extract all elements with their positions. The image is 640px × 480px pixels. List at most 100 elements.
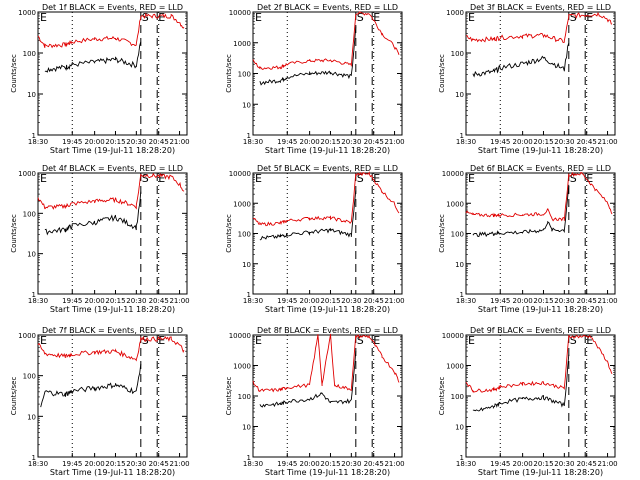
x-tick-label: 20:30 <box>126 138 146 146</box>
x-tick-label: 20:30 <box>126 297 146 305</box>
x-tick-label: 20:45 <box>364 297 384 305</box>
event-marker-label: E <box>255 11 262 24</box>
x-tick-label: 20:00 <box>85 297 105 305</box>
panel-6: Det 6f BLACK = Events, RED = LLDCounts/s… <box>438 164 618 314</box>
plot-frame <box>38 12 187 135</box>
event-marker-label: E <box>468 11 475 24</box>
events-series-line <box>260 190 356 240</box>
x-tick-label: 19:45 <box>62 460 82 468</box>
y-tick-label: 100 <box>238 393 251 401</box>
y-tick-label: 100 <box>238 231 251 239</box>
x-axis-label: Start Time (19-Jul-11 18:28:20) <box>50 468 175 477</box>
x-tick-label: 20:00 <box>513 138 533 146</box>
x-tick-label: 20:15 <box>320 297 340 305</box>
x-axis-label: Start Time (19-Jul-11 18:28:20) <box>478 146 603 155</box>
x-axis-label: Start Time (19-Jul-11 18:28:20) <box>478 305 603 314</box>
y-tick-label: 1000 <box>446 363 464 371</box>
x-tick-label: 19:45 <box>277 297 297 305</box>
x-axis-label: Start Time (19-Jul-11 18:28:20) <box>50 305 175 314</box>
event-marker-label: E <box>586 11 593 24</box>
x-tick-label: 18:30 <box>28 460 48 468</box>
plot-frame <box>466 173 615 294</box>
x-tick-label: 20:15 <box>533 460 553 468</box>
event-marker-label: E <box>40 11 47 24</box>
y-tick-label: 10 <box>27 91 36 99</box>
x-axis-label: Start Time (19-Jul-11 18:28:20) <box>265 305 390 314</box>
events-series-line <box>473 43 569 76</box>
x-tick-label: 20:45 <box>149 138 169 146</box>
x-tick-label: 20:00 <box>85 138 105 146</box>
x-tick-label: 21:00 <box>597 460 617 468</box>
y-tick-label: 10 <box>27 413 36 421</box>
x-tick-label: 21:00 <box>597 297 617 305</box>
event-marker-label: E <box>255 334 262 347</box>
detector-chart-grid: Det 1f BLACK = Events, RED = LLDCounts/s… <box>0 0 640 480</box>
y-axis-label: Counts/sec <box>10 214 18 253</box>
event-marker-label: E <box>468 172 475 185</box>
x-tick-label: 20:00 <box>513 297 533 305</box>
y-tick-label: 1000 <box>233 363 251 371</box>
y-tick-label: 1000 <box>18 170 36 178</box>
y-tick-label: 100 <box>23 210 36 218</box>
x-tick-label: 20:00 <box>300 138 320 146</box>
x-tick-label: 20:45 <box>364 138 384 146</box>
x-tick-label: 19:45 <box>490 297 510 305</box>
x-tick-label: 19:45 <box>490 460 510 468</box>
y-tick-label: 10 <box>455 261 464 269</box>
y-tick-label: 10 <box>242 101 251 109</box>
x-tick-label: 20:00 <box>85 460 105 468</box>
x-tick-label: 19:45 <box>62 138 82 146</box>
plot-frame <box>466 335 615 457</box>
x-tick-label: 18:30 <box>243 460 263 468</box>
x-tick-label: 20:15 <box>533 138 553 146</box>
y-tick-label: 10000 <box>442 170 464 178</box>
event-marker-label: E <box>468 334 475 347</box>
y-axis-label: Counts/sec <box>10 54 18 93</box>
x-tick-label: 20:15 <box>533 297 553 305</box>
y-tick-label: 100 <box>451 393 464 401</box>
y-axis-label: Counts/sec <box>438 377 446 416</box>
x-tick-label: 21:00 <box>169 297 189 305</box>
y-axis-label: Counts/sec <box>438 54 446 93</box>
x-tick-label: 20:30 <box>554 297 574 305</box>
y-tick-label: 1000 <box>233 40 251 48</box>
x-tick-label: 20:30 <box>126 460 146 468</box>
y-tick-label: 1000 <box>446 9 464 17</box>
event-marker-label: E <box>158 334 165 347</box>
x-tick-label: 19:45 <box>490 138 510 146</box>
x-tick-label: 20:30 <box>341 460 361 468</box>
x-tick-label: 20:00 <box>300 460 320 468</box>
panel-4: Det 4f BLACK = Events, RED = LLDCounts/s… <box>10 164 190 314</box>
x-tick-label: 21:00 <box>384 460 404 468</box>
x-tick-label: 18:30 <box>28 138 48 146</box>
event-marker-label: E <box>158 172 165 185</box>
x-tick-label: 20:00 <box>513 460 533 468</box>
event-marker-label: E <box>373 11 380 24</box>
x-tick-label: 20:15 <box>105 460 125 468</box>
y-tick-label: 10000 <box>442 332 464 340</box>
y-tick-label: 10 <box>242 424 251 432</box>
y-tick-label: 10 <box>27 251 36 259</box>
x-tick-label: 20:15 <box>105 138 125 146</box>
x-tick-label: 20:45 <box>577 297 597 305</box>
x-tick-label: 19:45 <box>62 297 82 305</box>
y-tick-label: 100 <box>451 50 464 58</box>
x-tick-label: 18:30 <box>243 297 263 305</box>
x-tick-label: 21:00 <box>597 138 617 146</box>
plot-frame <box>38 335 187 457</box>
y-axis-label: Counts/sec <box>225 377 233 416</box>
x-tick-label: 19:45 <box>277 460 297 468</box>
y-axis-label: Counts/sec <box>225 54 233 93</box>
x-tick-label: 18:30 <box>456 460 476 468</box>
x-tick-label: 20:30 <box>554 460 574 468</box>
panel-3: Det 3f BLACK = Events, RED = LLD Counts/s… <box>438 3 618 155</box>
events-series-line <box>45 42 141 72</box>
y-axis-label: Counts/sec <box>10 377 18 416</box>
x-tick-label: 20:00 <box>300 297 320 305</box>
x-tick-label: 21:00 <box>384 138 404 146</box>
panel-5: Det 5f BLACK = Events, RED = LLDCounts/s… <box>225 164 405 314</box>
x-tick-label: 20:30 <box>341 138 361 146</box>
event-marker-label: S <box>142 334 149 347</box>
x-axis-label: Start Time (19-Jul-11 18:28:20) <box>478 468 603 477</box>
x-tick-label: 20:15 <box>105 297 125 305</box>
